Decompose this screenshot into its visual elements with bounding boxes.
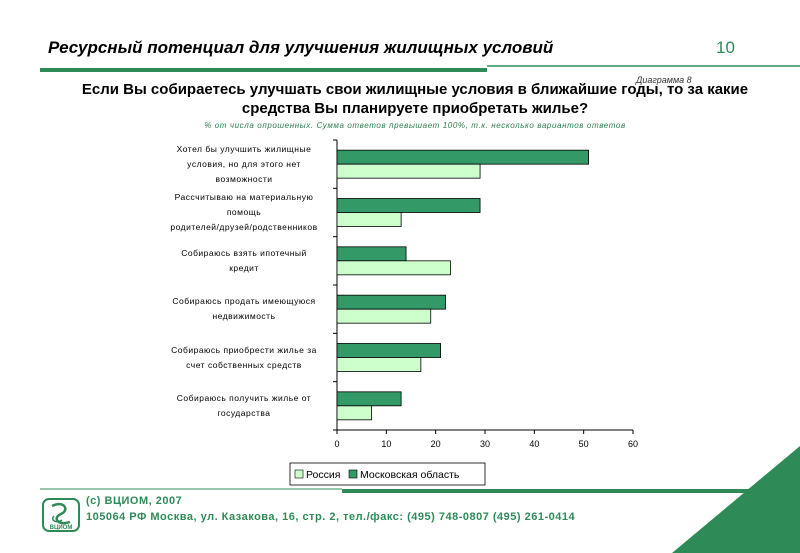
- category-label-line: недвижимость: [212, 311, 276, 322]
- category-label-line: условия, но для этого нет: [187, 158, 301, 169]
- category-label-line: Рассчитываю на материальную: [174, 192, 314, 202]
- bar-moscow-region: [336, 294, 446, 310]
- legend-label-russia: Россия: [306, 469, 340, 481]
- diagram-label: Диаграмма 8: [636, 75, 692, 85]
- vciom-logo: ВЦИОМ: [42, 498, 80, 532]
- category-label: Собираюсь приобрести жилье за счет собств…: [158, 343, 330, 373]
- footer-copyright: (c) ВЦИОМ, 2007: [86, 495, 183, 507]
- category-label-line: родителей/друзей/родственников: [170, 222, 318, 232]
- bar-moscow-region: [336, 343, 441, 358]
- x-tick-label: 30: [480, 439, 490, 449]
- x-tick-label: 50: [579, 439, 589, 449]
- x-tick-label: 60: [628, 439, 638, 449]
- category-label-line: возможности: [215, 173, 273, 184]
- category-label-line: государства: [217, 407, 271, 418]
- legend-swatch-russia: [294, 469, 304, 479]
- bar-russia: [336, 212, 402, 227]
- category-label: Собираюсь взять ипотечный кредит: [158, 246, 330, 276]
- category-label-line: кредит: [229, 262, 259, 273]
- slide-number: 10: [716, 38, 735, 57]
- category-label-line: Собираюсь продать имеющуюся: [172, 296, 316, 307]
- legend-swatch-moscow-region: [348, 469, 358, 479]
- x-tick-label: 40: [529, 439, 539, 449]
- bar-moscow-region: [336, 198, 481, 213]
- category-label: Хотел бы улучшить жилищные условия, но дл…: [158, 142, 330, 187]
- bar-russia: [336, 308, 432, 324]
- bar-moscow-region: [336, 246, 407, 262]
- bar-moscow-region: [336, 149, 590, 165]
- bar-russia: [336, 357, 422, 372]
- x-tick-label: 10: [381, 439, 391, 449]
- category-label-line: Собираюсь получить жилье от: [176, 392, 312, 403]
- category-label: Собираюсь получить жилье от государства: [158, 391, 330, 421]
- chart-title: Если Вы собираетесь улучшать свои жилищн…: [81, 81, 749, 117]
- corner-triangle: [672, 446, 800, 553]
- category-label: Рассчитываю на материальную помощь родител…: [158, 190, 330, 235]
- x-tick-label: 20: [431, 439, 441, 449]
- x-tick-label: 0: [334, 439, 339, 449]
- chart-subtitle: % от числа опрошенных. Сумма ответов пре…: [204, 121, 626, 130]
- legend-label-moscow-region: Московская область: [360, 469, 460, 481]
- logo-text: ВЦИОМ: [50, 525, 73, 531]
- category-label-line: Собираюсь взять ипотечный: [181, 247, 307, 258]
- category-label: Собираюсь продать имеющуюся недвижимость: [158, 294, 330, 324]
- slide-title: Ресурсный потенциал для улучшения жилищн…: [48, 38, 554, 57]
- category-label-line: Собираюсь приобрести жилье за: [171, 344, 317, 355]
- bar-russia: [336, 163, 481, 179]
- bar-moscow-region: [336, 391, 402, 407]
- footer-address: 105064 РФ Москва, ул. Казакова, 16, стр.…: [86, 511, 576, 523]
- bar-russia: [336, 405, 372, 421]
- category-label-line: Хотел бы улучшить жилищные: [176, 143, 312, 154]
- category-label-line: помощь: [226, 207, 262, 217]
- legend-box: [289, 462, 486, 486]
- bar-russia: [336, 260, 451, 276]
- category-label-line: счет собственных средств: [186, 359, 302, 370]
